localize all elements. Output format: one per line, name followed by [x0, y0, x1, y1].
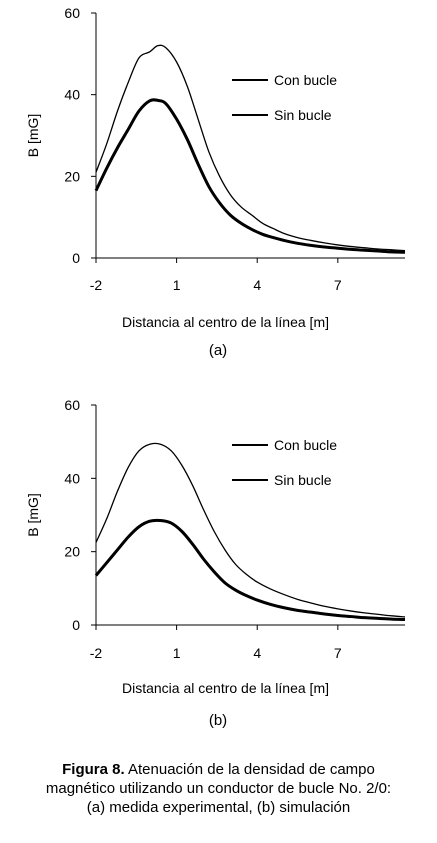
- legend-label: Con bucle: [274, 437, 337, 453]
- y-tick-label: 20: [64, 544, 80, 560]
- series-line-con-bucle: [94, 98, 406, 254]
- y-axis-label: B [mG]: [25, 114, 41, 158]
- caption-line-3: (a) medida experimental, (b) simulación: [86, 799, 351, 816]
- x-tick-label: 7: [334, 277, 342, 293]
- legend-label: Sin bucle: [274, 107, 332, 123]
- caption-line-1: Atenuación de la densidad de campo: [124, 761, 375, 778]
- chart-panel-a: 0 20 40 60 -2 1 4 7 Con bucle Sin bucle B [mG] Dist…: [25, 5, 406, 359]
- x-axis-label: Distancia al centro de la línea [m]: [122, 314, 329, 330]
- figure-label: Figura 8.: [62, 761, 125, 778]
- y-tick-label: 60: [64, 5, 80, 21]
- legend-label: Con bucle: [274, 72, 337, 88]
- y-tick-label: 20: [64, 168, 80, 184]
- panel-label: (a): [209, 342, 227, 359]
- x-tick-label: -2: [90, 277, 103, 293]
- series-line-sin-bucle: [95, 442, 406, 618]
- panel-label: (b): [209, 712, 227, 729]
- x-tick-label: 1: [173, 645, 181, 661]
- x-tick-label: -2: [90, 645, 103, 661]
- x-tick-label: 4: [253, 277, 261, 293]
- chart-panel-b: 0 20 40 60 -2 1 4 7 Con bucle Sin bucle B [mG] Dist…: [25, 397, 406, 729]
- legend-label: Sin bucle: [274, 472, 332, 488]
- x-axis-label: Distancia al centro de la línea [m]: [122, 680, 329, 696]
- y-tick-label: 60: [64, 397, 80, 413]
- series-line-sin-bucle: [95, 44, 406, 252]
- y-tick-label: 0: [72, 250, 80, 266]
- y-tick-label: 40: [64, 87, 80, 103]
- series-line-con-bucle: [94, 518, 406, 621]
- x-tick-label: 4: [253, 645, 261, 661]
- x-tick-label: 1: [173, 277, 181, 293]
- caption-line-2: magnético utilizando un conductor de buc…: [45, 780, 392, 797]
- figure-caption: Figura 8. Atenuación de la densidad de c…: [0, 760, 437, 817]
- y-axis-label: B [mG]: [25, 493, 41, 537]
- y-tick-label: 0: [72, 617, 80, 633]
- y-tick-label: 40: [64, 470, 80, 486]
- x-tick-label: 7: [334, 645, 342, 661]
